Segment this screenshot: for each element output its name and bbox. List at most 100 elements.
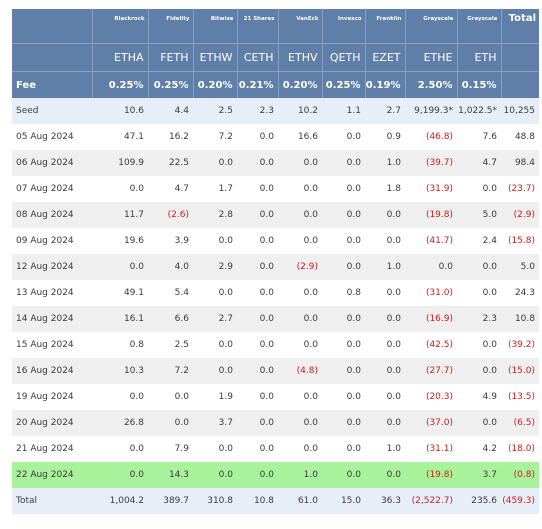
flow-value-cell: (23.7) (501, 176, 539, 202)
ticker-header-cell: QETH (321, 43, 365, 72)
flow-value-cell: 11.7 (92, 202, 148, 228)
flow-value-cell: (39.7) (405, 150, 457, 176)
flow-value-cell: 47.1 (92, 124, 148, 150)
flow-value-cell: 0.0 (322, 150, 365, 176)
flow-value-cell: 0.0 (278, 150, 322, 176)
row-label: 21 Aug 2024 (12, 436, 92, 462)
flow-value-cell: 0.0 (322, 306, 365, 332)
flow-value-cell: 0.0 (193, 332, 237, 358)
flow-value-cell: 49.1 (92, 280, 148, 306)
flow-value-cell: 0.0 (278, 436, 322, 462)
flow-value-cell: (20.3) (405, 384, 457, 410)
ticker-header-cell: EZET (364, 43, 405, 72)
flow-value-cell: 0.0 (365, 228, 405, 254)
flow-value-cell: 0.0 (237, 358, 278, 384)
flow-value-cell: 0.0 (322, 124, 365, 150)
table-row: 06 Aug 2024 109.9 22.5 0.0 0.0 0.0 0.0 1.0 (39.7… (12, 150, 539, 176)
seed-row: Seed 10.6 4.4 2.5 2.3 10.2 1.1 2.7 9,199.3* 1,022… (12, 98, 539, 124)
flow-value-cell: 0.0 (278, 306, 322, 332)
flow-value-cell: 16.2 (148, 124, 193, 150)
issuer-header-cell: Blackrock (91, 9, 148, 44)
flow-value-cell: 19.6 (92, 228, 148, 254)
flow-value-cell: 0.0 (237, 228, 278, 254)
flow-value-cell: 0.0 (278, 202, 322, 228)
flow-value-cell: 0.0 (322, 254, 365, 280)
flow-value-cell: 0.0 (322, 462, 365, 488)
flow-value-cell: 22.5 (148, 150, 193, 176)
issuer-header-cell: Bitwise (192, 9, 237, 44)
flow-value-cell: (15.8) (501, 228, 539, 254)
table-row: 08 Aug 2024 11.7 (2.6) 2.8 0.0 0.0 0.0 0.0 (19.8… (12, 202, 539, 228)
flow-value-cell: 0.0 (365, 332, 405, 358)
ticker-header-row: ETHA FETH ETHW CETH ETHV QETH EZET ETHE ETH (12, 43, 539, 72)
flow-value-cell: 24.3 (501, 280, 539, 306)
flow-value-cell: 4.7 (148, 176, 193, 202)
flow-value-cell: 2.9 (193, 254, 237, 280)
flow-value-cell: 0.0 (193, 358, 237, 384)
flow-value-cell: 235.6 (457, 488, 501, 514)
flow-value-cell: 3.7 (193, 410, 237, 436)
flow-value-cell: 0.0 (193, 150, 237, 176)
flow-value-cell: 1.0 (365, 254, 405, 280)
flow-value-cell: 0.0 (365, 306, 405, 332)
flow-value-cell: 2.4 (457, 228, 501, 254)
flow-value-cell: 1,004.2 (92, 488, 148, 514)
flow-value-cell: 2.3 (237, 98, 278, 124)
flow-value-cell: 0.0 (457, 176, 501, 202)
table-row: 07 Aug 2024 0.0 4.7 1.7 0.0 0.0 0.0 1.8 (31.9) 0.… (12, 176, 539, 202)
flow-value-cell: 0.0 (365, 280, 405, 306)
fee-header-cell: 0.20% (192, 71, 237, 98)
flow-value-cell: 0.0 (457, 254, 501, 280)
flow-value-cell: (2,522.7) (405, 488, 457, 514)
flow-value-cell: (2.9) (501, 202, 539, 228)
flow-value-cell: 0.0 (322, 176, 365, 202)
ticker-header-cell: ETHV (277, 43, 322, 72)
flow-value-cell: 0.0 (278, 332, 322, 358)
flow-value-cell: (6.5) (501, 410, 539, 436)
flow-value-cell: 4.4 (148, 98, 193, 124)
flow-value-cell: 0.0 (405, 254, 457, 280)
row-label: Seed (12, 98, 92, 124)
flow-value-cell: 9,199.3* (405, 98, 457, 124)
flow-value-cell: 310.8 (193, 488, 237, 514)
flow-value-cell: 0.0 (322, 332, 365, 358)
flow-value-cell: 0.8 (92, 332, 148, 358)
table-row: 09 Aug 2024 19.6 3.9 0.0 0.0 0.0 0.0 0.0 (41.7) 2… (12, 228, 539, 254)
flow-value-cell: 0.0 (278, 176, 322, 202)
flow-value-cell: 15.0 (322, 488, 365, 514)
flow-value-cell: 0.0 (237, 254, 278, 280)
flow-value-cell: 0.0 (148, 410, 193, 436)
flow-value-cell: (0.8) (501, 462, 539, 488)
fee-header-cell: Fee (12, 71, 92, 98)
flow-value-cell: 0.0 (237, 176, 278, 202)
table-row: 12 Aug 2024 0.0 4.0 2.9 0.0 (2.9) 0.0 1.0 0.0 0.0… (12, 254, 539, 280)
flow-value-cell: 6.6 (148, 306, 193, 332)
flow-value-cell: 0.0 (322, 358, 365, 384)
row-label: 08 Aug 2024 (12, 202, 92, 228)
row-label: 05 Aug 2024 (12, 124, 92, 150)
flow-value-cell: 48.8 (501, 124, 539, 150)
table-row: 14 Aug 2024 16.1 6.6 2.7 0.0 0.0 0.0 0.0 (16.9) 2… (12, 306, 539, 332)
issuer-header-cell (12, 9, 92, 44)
issuer-header-cell: Invesco (321, 9, 365, 44)
flow-value-cell: 1.7 (193, 176, 237, 202)
flow-value-cell: 0.0 (457, 280, 501, 306)
flow-value-cell: 0.0 (148, 384, 193, 410)
row-label: 22 Aug 2024 (12, 462, 92, 488)
flow-value-cell: 0.0 (92, 254, 148, 280)
flow-value-cell: 4.9 (457, 384, 501, 410)
flow-value-cell: (42.5) (405, 332, 457, 358)
row-label: 16 Aug 2024 (12, 358, 92, 384)
flow-value-cell: 0.0 (278, 384, 322, 410)
table-header: Blackrock Fidelity Bitwise 21 Shares VanEck I… (12, 9, 539, 98)
flow-value-cell: 36.3 (365, 488, 405, 514)
fee-header-cell: 0.25% (91, 71, 148, 98)
flow-value-cell: 7.9 (148, 436, 193, 462)
fee-header-cell: 0.21% (236, 71, 278, 98)
flow-value-cell: (2.9) (278, 254, 322, 280)
table-row: 22 Aug 2024 0.0 14.3 0.0 0.0 1.0 0.0 0.0 (19.8) 3… (12, 462, 539, 488)
flow-value-cell: 0.0 (365, 384, 405, 410)
flow-value-cell: 14.3 (148, 462, 193, 488)
fee-header-cell: 0.15% (456, 71, 501, 98)
flow-value-cell: 3.7 (457, 462, 501, 488)
